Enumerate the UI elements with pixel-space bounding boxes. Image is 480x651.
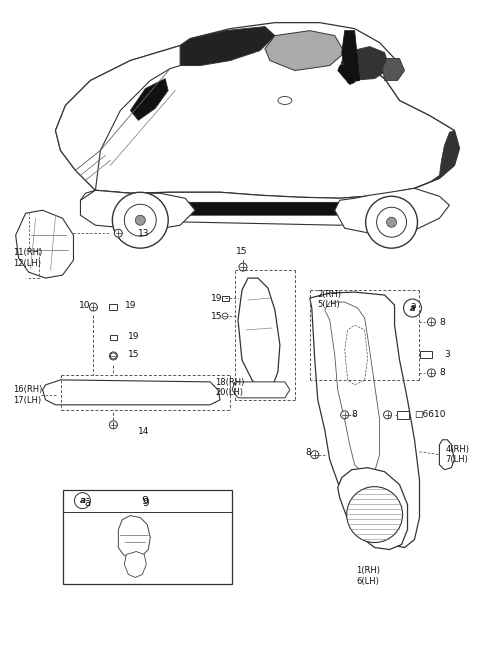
Text: 11(RH)
12(LH): 11(RH) 12(LH) xyxy=(12,248,42,268)
Bar xyxy=(222,296,228,301)
Polygon shape xyxy=(342,31,360,83)
Circle shape xyxy=(377,207,407,237)
Ellipse shape xyxy=(278,96,292,104)
Polygon shape xyxy=(119,516,150,559)
Text: 15: 15 xyxy=(128,350,140,359)
Polygon shape xyxy=(238,278,280,390)
Circle shape xyxy=(222,313,228,319)
Text: 14: 14 xyxy=(138,427,150,436)
Text: 19: 19 xyxy=(125,301,137,309)
Text: 13: 13 xyxy=(138,229,150,238)
Circle shape xyxy=(135,215,145,225)
Text: ā: ā xyxy=(84,497,90,508)
Polygon shape xyxy=(338,66,355,85)
Text: a: a xyxy=(411,301,416,309)
Text: 8: 8 xyxy=(439,318,445,327)
Bar xyxy=(396,411,408,419)
Polygon shape xyxy=(340,47,390,81)
Text: 8: 8 xyxy=(352,410,358,419)
Circle shape xyxy=(428,369,435,377)
Text: 2(RH)
5(LH): 2(RH) 5(LH) xyxy=(318,290,342,309)
Bar xyxy=(110,335,117,340)
Text: 8: 8 xyxy=(439,368,445,378)
Circle shape xyxy=(428,318,435,326)
Text: 15: 15 xyxy=(236,247,248,256)
Polygon shape xyxy=(325,302,380,475)
Polygon shape xyxy=(81,190,195,230)
Polygon shape xyxy=(415,130,459,188)
Polygon shape xyxy=(43,380,220,405)
Polygon shape xyxy=(439,440,455,469)
Circle shape xyxy=(112,192,168,248)
Text: 19: 19 xyxy=(128,333,140,342)
Polygon shape xyxy=(338,467,408,549)
Text: 3: 3 xyxy=(444,350,450,359)
Polygon shape xyxy=(180,23,395,79)
Circle shape xyxy=(404,299,421,317)
Circle shape xyxy=(74,493,90,508)
Circle shape xyxy=(384,411,392,419)
Circle shape xyxy=(386,217,396,227)
Circle shape xyxy=(366,196,418,248)
Text: 8: 8 xyxy=(306,449,312,457)
Polygon shape xyxy=(335,188,449,235)
Circle shape xyxy=(89,303,97,311)
Text: a: a xyxy=(410,303,415,312)
Polygon shape xyxy=(130,79,168,120)
Text: 1(RH)
6(LH): 1(RH) 6(LH) xyxy=(356,566,380,586)
Polygon shape xyxy=(81,188,420,225)
Polygon shape xyxy=(124,551,146,577)
Circle shape xyxy=(110,353,116,359)
Circle shape xyxy=(114,229,122,237)
Text: 16(RH)
17(LH): 16(RH) 17(LH) xyxy=(12,385,42,404)
Polygon shape xyxy=(56,38,459,199)
Circle shape xyxy=(109,352,117,360)
Polygon shape xyxy=(383,59,405,81)
Bar xyxy=(420,352,432,359)
Bar xyxy=(109,304,117,310)
Circle shape xyxy=(124,204,156,236)
Circle shape xyxy=(239,263,247,271)
Polygon shape xyxy=(345,325,368,385)
Text: 18(RH)
20(LH): 18(RH) 20(LH) xyxy=(215,378,244,397)
Polygon shape xyxy=(170,27,275,66)
Polygon shape xyxy=(16,210,73,278)
Text: 10: 10 xyxy=(79,301,90,309)
Text: 4(RH)
7(LH): 4(RH) 7(LH) xyxy=(445,445,469,464)
Circle shape xyxy=(311,450,319,459)
Bar xyxy=(62,490,232,585)
Circle shape xyxy=(109,421,117,429)
Polygon shape xyxy=(85,202,409,215)
Text: 9: 9 xyxy=(142,497,149,508)
Polygon shape xyxy=(56,46,180,190)
Circle shape xyxy=(347,487,403,542)
Text: □6610: □6610 xyxy=(415,410,446,419)
Polygon shape xyxy=(310,292,420,547)
Polygon shape xyxy=(265,31,345,70)
Circle shape xyxy=(341,411,348,419)
Text: 9: 9 xyxy=(142,495,149,506)
Text: a: a xyxy=(79,496,85,505)
Polygon shape xyxy=(232,382,290,398)
Text: 19: 19 xyxy=(211,294,222,303)
Text: 15: 15 xyxy=(211,312,222,320)
